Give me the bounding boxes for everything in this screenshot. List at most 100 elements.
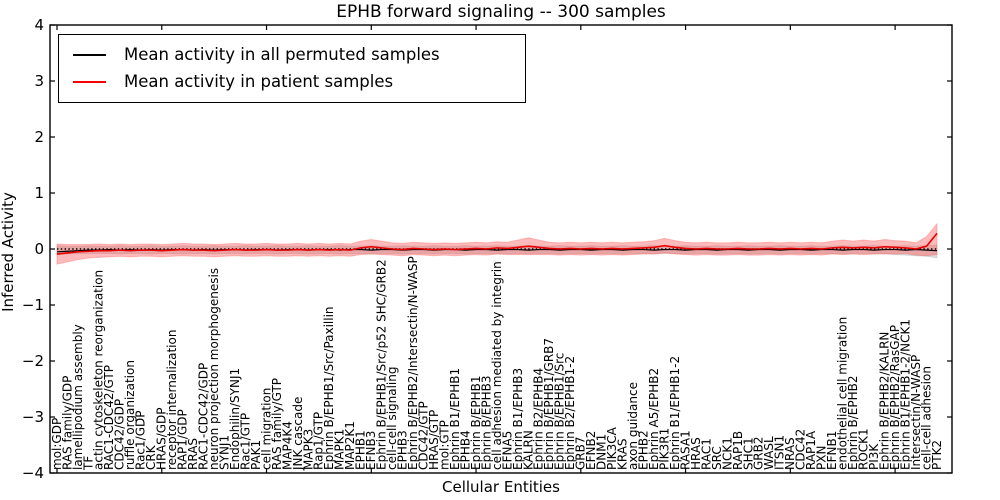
x-tick-label: Ephrin B1/EPHB1-2 xyxy=(668,356,682,470)
x-tick-label: PIK3R1 xyxy=(657,428,671,470)
x-tick-label: TF xyxy=(81,456,95,471)
x-tick-label: Ephrin B1/EPHB3 xyxy=(511,368,525,470)
x-tick-label: Ephrin B/EPHB2/RasGAP xyxy=(888,325,902,470)
x-tick-label: ROCK1 xyxy=(857,428,871,470)
x-tick-label: PI3K xyxy=(867,443,881,470)
x-tick-label: Ephrin B2/EPHB4 xyxy=(532,368,546,470)
legend-label-patient: Mean activity in patient samples xyxy=(124,72,394,91)
x-tick-label: SYNJ1 xyxy=(217,435,231,470)
x-tick-label: EPHB4 xyxy=(458,430,472,470)
x-tick-label: PIK3CA xyxy=(605,426,619,470)
x-tick-label: ruffle organization xyxy=(123,360,137,470)
x-tick-label: Ephrin B1/EPHB1 xyxy=(448,368,462,470)
x-tick-label: MAPK1 xyxy=(333,429,347,470)
x-tick-label: Ephrin B/EPHB2 xyxy=(846,376,860,470)
legend-entry-patient: Mean activity in patient samples xyxy=(73,68,525,95)
x-tick-label: KALRN xyxy=(521,430,535,470)
x-tick-label: Ephrin B/EPHB3 xyxy=(479,376,493,470)
x-tick-label: endothelial cell migration xyxy=(836,317,850,470)
x-tick-label: Ephrin B/EPHB1/GRB7 xyxy=(542,338,556,470)
x-tick-label: RAP1/GDP xyxy=(176,409,190,470)
x-tick-label: MAP2K1 xyxy=(343,421,357,470)
y-tick-label: 3 xyxy=(34,72,44,90)
y-tick-label: 0 xyxy=(34,240,44,258)
x-tick-label: RRAS xyxy=(186,438,200,470)
patient-mean-line xyxy=(56,232,938,255)
y-tick-label: −3 xyxy=(21,408,44,426)
x-tick-label: PTK2 xyxy=(930,440,944,470)
x-tick-label: cell adhesion mediated by integrin xyxy=(490,261,504,470)
x-tick-label: mol:GDP xyxy=(50,418,64,470)
y-tick-label: −1 xyxy=(21,296,44,314)
x-tick-label: Ephrin A5/EPHB2 xyxy=(647,368,661,470)
y-tick-label: 1 xyxy=(34,184,44,202)
x-tick-label: NCK1 xyxy=(720,437,734,470)
x-tick-label: Rac1/GTP xyxy=(238,413,252,470)
legend-label-permuted: Mean activity in all permuted samples xyxy=(124,45,440,64)
x-tick-label: Ephrin B/EPHB1 xyxy=(469,376,483,470)
x-tick-label: PAK1 xyxy=(249,440,263,470)
x-tick-label: RAS family/GDP xyxy=(60,376,74,470)
x-tick-label: CDC42/GDP xyxy=(113,399,127,470)
x-tick-label: RAP1A xyxy=(804,430,818,470)
x-tick-label: RAC1 xyxy=(699,438,713,470)
legend-entry-permuted: Mean activity in all permuted samples xyxy=(73,41,525,68)
x-tick-label: Ephrin B/EPHB2/Intersectin/N-WASP xyxy=(406,256,420,470)
y-tick-label: 4 xyxy=(34,16,44,34)
x-tick-label: Ephrin B/EPHB1/Src xyxy=(553,353,567,470)
x-tick-label: Rac1/GDP xyxy=(134,411,148,470)
x-tick-label: Ephrin B/EPHB1/Src/p52 SHC/GRB2 xyxy=(375,259,389,470)
y-tick-label: −4 xyxy=(21,464,44,482)
x-tick-label: Ephrin B/EPHB1/Src/Paxillin xyxy=(322,306,336,470)
chart-title: EPHB forward signaling -- 300 samples xyxy=(336,2,666,22)
x-tick-label: CDC42/GTP xyxy=(417,401,431,470)
x-tick-label: MAPK3 xyxy=(301,429,315,470)
x-tick-label: RAS family/GTP xyxy=(270,378,284,470)
x-tick-label: RASA1 xyxy=(678,430,692,470)
x-tick-label: RAC1-CDC42/GDP xyxy=(197,363,211,470)
patient-line-sample-icon xyxy=(73,80,106,83)
x-axis-label: Cellular Entities xyxy=(442,478,560,496)
x-tick-label: GRB7 xyxy=(574,436,588,470)
x-tick-label: neuron projection morphogenesis xyxy=(207,268,221,470)
x-tick-label: Ephrin B2/EPHB1-2 xyxy=(563,356,577,470)
x-tick-label: EPHB1 xyxy=(354,430,368,470)
x-tick-label: Intersectin/N-WASP xyxy=(909,355,923,470)
x-tick-label: actin cytoskeleton reorganization xyxy=(92,270,106,470)
x-tick-label: JNK cascade xyxy=(291,397,305,471)
x-tick-label: receptor internalization xyxy=(165,330,179,470)
x-tick-label: EFNB1 xyxy=(825,431,839,470)
x-tick-label: lamellipodium assembly xyxy=(71,324,85,470)
x-tick-label: RAC1-CDC42/GTP xyxy=(102,365,116,470)
x-tick-label: HRAS/GDP xyxy=(155,407,169,470)
y-tick-label: −2 xyxy=(21,352,44,370)
x-tick-label: EFNB3 xyxy=(364,431,378,470)
x-tick-label: DNM1 xyxy=(595,434,609,470)
x-tick-label: MAP4K4 xyxy=(280,421,294,470)
plot-frame xyxy=(49,24,953,474)
x-tick-label: cell migration xyxy=(259,388,273,470)
x-tick-label: EPHB2 xyxy=(637,430,651,470)
x-tick-label: HRAS xyxy=(689,437,703,470)
x-tick-label: EFNA5 xyxy=(500,431,514,470)
y-tick-label: 2 xyxy=(34,128,44,146)
x-tick-label: EPHB3 xyxy=(396,430,410,470)
legend: Mean activity in all permuted samples Me… xyxy=(58,34,526,103)
patient-band xyxy=(56,222,938,265)
x-tick-label: Endophilin/SYNJ1 xyxy=(228,368,242,470)
x-tick-label: mol:GTP xyxy=(437,420,451,470)
x-tick-label: CDC42 xyxy=(794,429,808,470)
x-tick-label: Ephrin B1/EPHB1-2/NCK1 xyxy=(898,319,912,470)
x-tick-label: RAP1B xyxy=(731,431,745,470)
x-tick-label: cell-cell adhesion xyxy=(919,366,933,470)
permuted-line-sample-icon xyxy=(73,53,106,56)
x-tick-label: axon guidance xyxy=(626,382,640,470)
x-tick-label: Ephrin B/EPHB2/KALRN xyxy=(877,332,891,470)
x-tick-label: cell-cell signaling xyxy=(385,367,399,471)
x-tick-label: SRC xyxy=(710,446,724,470)
x-tick-label: HRAS/GTP xyxy=(427,410,441,470)
x-tick-label: Rap1/GTP xyxy=(312,412,326,470)
x-tick-label: NRAS xyxy=(783,437,797,470)
